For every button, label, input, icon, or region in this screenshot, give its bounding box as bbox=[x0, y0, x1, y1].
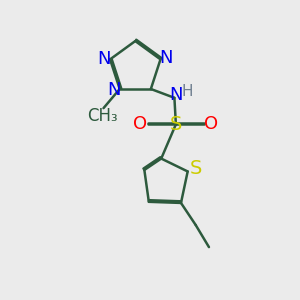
Text: O: O bbox=[204, 115, 218, 133]
Text: S: S bbox=[190, 159, 202, 178]
Text: N: N bbox=[169, 86, 183, 104]
Text: S: S bbox=[170, 115, 182, 134]
Text: N: N bbox=[108, 82, 121, 100]
Text: N: N bbox=[159, 49, 172, 67]
Text: N: N bbox=[97, 50, 110, 68]
Text: O: O bbox=[134, 115, 148, 133]
Text: CH₃: CH₃ bbox=[87, 107, 117, 125]
Text: H: H bbox=[182, 84, 194, 99]
